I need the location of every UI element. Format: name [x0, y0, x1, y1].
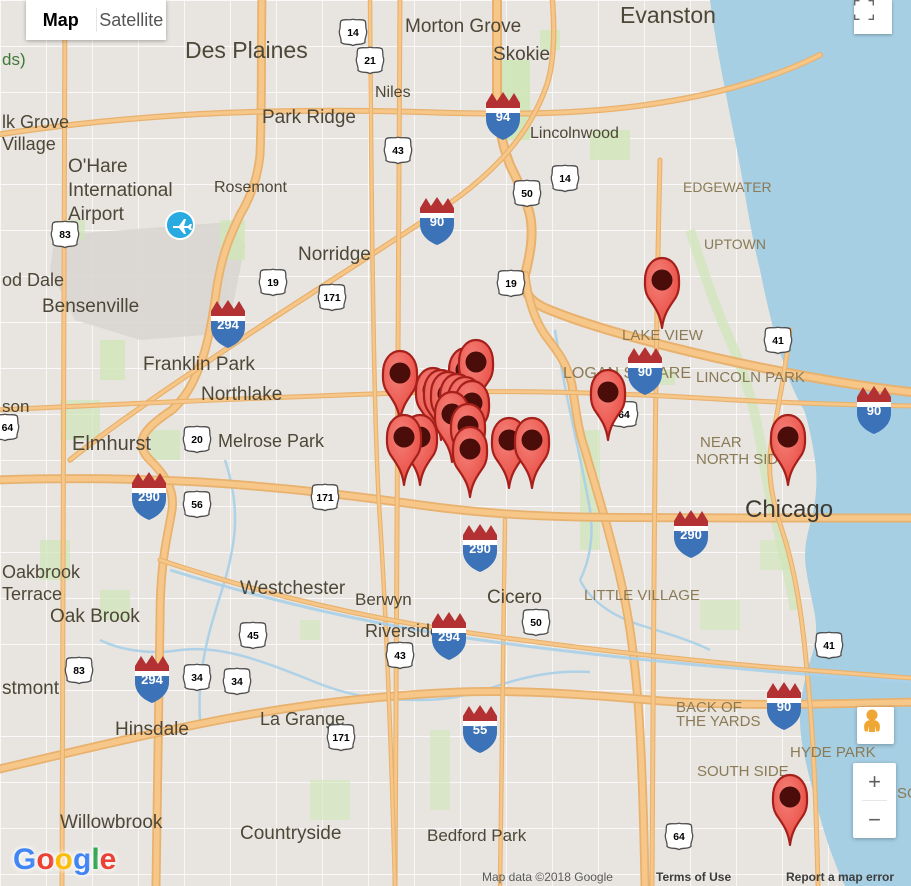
svg-text:Hinsdale: Hinsdale	[115, 719, 189, 740]
svg-text:171: 171	[323, 293, 341, 304]
svg-text:64: 64	[673, 832, 685, 843]
svg-text:171: 171	[316, 493, 334, 504]
svg-text:21: 21	[364, 56, 376, 67]
svg-text:Skokie: Skokie	[493, 44, 550, 65]
svg-text:od Dale: od Dale	[2, 270, 64, 290]
svg-text:19: 19	[505, 279, 517, 290]
svg-text:50: 50	[530, 618, 542, 629]
svg-text:EDGEWATER: EDGEWATER	[683, 179, 772, 195]
svg-text:56: 56	[191, 500, 203, 511]
svg-text:Berwyn: Berwyn	[355, 590, 412, 609]
svg-text:41: 41	[823, 641, 835, 652]
svg-text:290: 290	[680, 527, 702, 542]
svg-text:43: 43	[394, 651, 406, 662]
svg-text:Oakbrook: Oakbrook	[2, 562, 81, 582]
svg-text:43: 43	[392, 146, 404, 157]
svg-text:14: 14	[347, 28, 359, 39]
svg-text:55: 55	[473, 722, 487, 737]
svg-text:290: 290	[469, 541, 491, 556]
svg-text:94: 94	[496, 109, 511, 124]
svg-text:Park Ridge: Park Ridge	[262, 107, 356, 128]
svg-text:294: 294	[438, 629, 460, 644]
svg-text:90: 90	[867, 403, 881, 418]
svg-text:20: 20	[191, 435, 203, 446]
svg-text:Terrace: Terrace	[2, 584, 62, 604]
svg-text:Village: Village	[2, 134, 56, 154]
svg-text:294: 294	[217, 317, 239, 332]
svg-text:LITTLE VILLAGE: LITTLE VILLAGE	[584, 587, 700, 604]
svg-text:294: 294	[141, 672, 163, 687]
svg-text:83: 83	[59, 230, 71, 241]
svg-text:14: 14	[559, 174, 571, 185]
svg-text:Franklin Park: Franklin Park	[143, 354, 255, 375]
svg-text:lk Grove: lk Grove	[2, 112, 69, 132]
svg-text:Bensenville: Bensenville	[42, 296, 139, 317]
svg-text:Willowbrook: Willowbrook	[60, 812, 163, 833]
svg-text:NEAR: NEAR	[700, 434, 742, 451]
svg-text:90: 90	[638, 364, 652, 379]
svg-text:UPTOWN: UPTOWN	[704, 236, 766, 252]
svg-text:International: International	[68, 180, 173, 201]
svg-text:HYDE PARK: HYDE PARK	[790, 744, 876, 761]
svg-text:stmont: stmont	[2, 678, 60, 699]
svg-text:Lincolnwood: Lincolnwood	[530, 125, 619, 142]
svg-text:Countryside: Countryside	[240, 823, 341, 844]
svg-text:Evanston: Evanston	[620, 2, 716, 28]
svg-text:290: 290	[138, 489, 160, 504]
svg-text:41: 41	[772, 336, 784, 347]
svg-text:Morton Grove: Morton Grove	[405, 16, 521, 37]
svg-text:Rosemont: Rosemont	[214, 179, 287, 196]
svg-text:Elmhurst: Elmhurst	[72, 433, 151, 455]
svg-text:LOGAN SQUARE: LOGAN SQUARE	[563, 365, 691, 382]
svg-text:90: 90	[430, 214, 444, 229]
svg-text:45: 45	[247, 631, 259, 642]
svg-text:Melrose Park: Melrose Park	[218, 431, 325, 451]
svg-text:34: 34	[191, 673, 203, 684]
svg-text:O'Hare: O'Hare	[68, 156, 128, 177]
svg-text:Westchester: Westchester	[240, 578, 346, 599]
svg-text:19: 19	[267, 278, 279, 289]
svg-text:Des Plaines: Des Plaines	[185, 37, 308, 63]
svg-text:Niles: Niles	[375, 84, 411, 101]
svg-text:Cicero: Cicero	[487, 587, 542, 608]
svg-text:LAKE VIEW: LAKE VIEW	[622, 327, 704, 344]
svg-text:Oak Brook: Oak Brook	[50, 606, 140, 627]
svg-text:LINCOLN PARK: LINCOLN PARK	[696, 369, 805, 386]
svg-text:90: 90	[777, 699, 791, 714]
svg-text:Bedford Park: Bedford Park	[427, 826, 527, 845]
svg-text:34: 34	[231, 677, 243, 688]
svg-text:64: 64	[2, 423, 14, 434]
svg-text:Riverside: Riverside	[365, 621, 440, 641]
svg-text:171: 171	[332, 733, 350, 744]
svg-text:SOUTH SIDE: SOUTH SIDE	[697, 763, 789, 780]
svg-text:Northlake: Northlake	[201, 384, 282, 405]
svg-text:son: son	[2, 397, 29, 416]
svg-text:SOUTH: SOUTH	[897, 785, 911, 802]
svg-text:Chicago: Chicago	[745, 496, 833, 523]
svg-text:83: 83	[73, 666, 85, 677]
svg-text:THE YARDS: THE YARDS	[676, 713, 760, 730]
svg-text:Norridge: Norridge	[298, 244, 371, 265]
svg-text:50: 50	[521, 189, 533, 200]
